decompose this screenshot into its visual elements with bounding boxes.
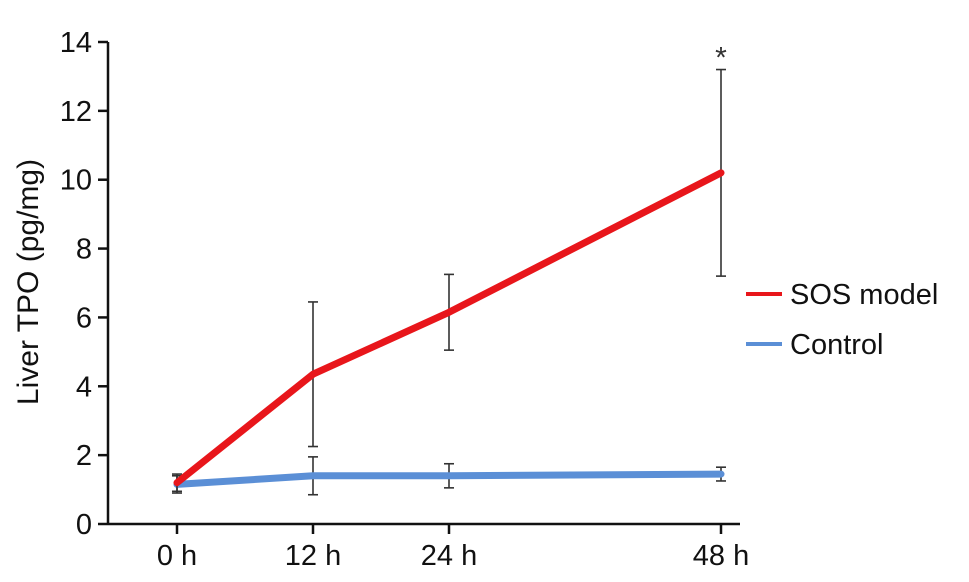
x-tick-label: 12 h [285, 540, 341, 572]
significance-asterisk: * [715, 42, 727, 75]
x-tick-label: 48 h [693, 540, 749, 572]
y-tick-label: 0 [76, 509, 92, 541]
y-tick-label: 12 [60, 96, 92, 128]
legend-label: SOS model [790, 279, 938, 311]
legend-item-sos-model: SOS model [746, 279, 938, 311]
series-control [172, 456, 726, 496]
y-tick-label: 8 [76, 234, 92, 266]
y-tick-label: 2 [76, 440, 92, 472]
series-line [173, 470, 725, 488]
axes: 0 2 4 6 8 10 12 14 0 h 12 h 24 h 48 h [60, 27, 749, 572]
x-tick-label: 24 h [421, 540, 477, 572]
y-axis-title: Liver TPO (pg/mg) [12, 159, 45, 405]
y-tick-label: 14 [60, 27, 92, 59]
y-tick-label: 4 [76, 371, 92, 403]
series-layer: * [172, 42, 727, 496]
x-tick-label: 0 h [157, 540, 197, 572]
legend-label: Control [790, 329, 884, 361]
legend: SOS model Control [746, 279, 938, 361]
legend-item-control: Control [746, 329, 884, 361]
y-tick-label: 10 [60, 165, 92, 197]
series-line [173, 169, 725, 487]
series-sos-model [172, 68, 726, 493]
y-tick-label: 6 [76, 302, 92, 334]
